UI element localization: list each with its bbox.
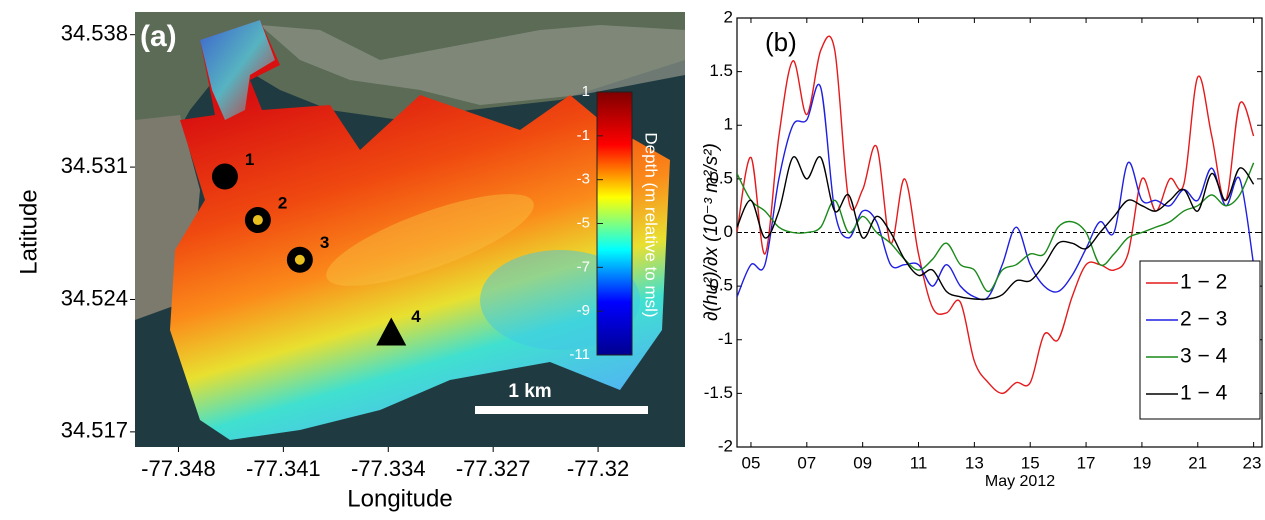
colorbar-label: Depth (m relative to msl) — [642, 132, 661, 317]
x-tick-label: 15 — [1021, 453, 1040, 472]
y-tick-label: 1.5 — [709, 61, 733, 80]
station-marker — [211, 163, 238, 190]
x-tick-label: 23 — [1243, 453, 1262, 472]
station-label: 4 — [411, 307, 421, 326]
legend-label: 3 − 4 — [1180, 345, 1228, 368]
scale-bar-label: 1 km — [508, 381, 551, 402]
panel-label: (b) — [765, 27, 797, 57]
shoal — [326, 194, 534, 286]
scale-bar — [475, 406, 648, 414]
colorbar-tick-label: -3 — [577, 171, 590, 188]
series-line — [737, 35, 1255, 395]
map-image — [135, 12, 685, 447]
map-island — [260, 25, 685, 105]
colorbar-tick-label: -5 — [577, 214, 590, 231]
channel — [200, 20, 275, 120]
legend-label: 1 − 4 — [1180, 382, 1228, 405]
y-tick-label: 2 — [724, 7, 733, 26]
x-tick-label: 05 — [742, 453, 761, 472]
x-tick-label: 13 — [965, 453, 984, 472]
x-tick-label: -77.348 — [141, 456, 216, 481]
station-label: 1 — [245, 150, 254, 169]
station-center — [252, 215, 263, 226]
x-tick-label: -77.341 — [246, 456, 321, 481]
station-marker — [376, 317, 407, 346]
colorbar-tick-label: -1 — [577, 127, 590, 144]
x-tick-label: 09 — [853, 453, 872, 472]
colorbar-tick-label: 1 — [582, 83, 590, 100]
station-label: 3 — [320, 233, 329, 252]
legend-label: 2 − 3 — [1180, 308, 1227, 331]
x-tick-label: -77.32 — [567, 456, 629, 481]
y-tick-label: 0.5 — [709, 276, 733, 295]
x-tick-label: 21 — [1188, 453, 1207, 472]
legend-box — [1139, 260, 1261, 420]
x-tick-label: -77.327 — [456, 456, 531, 481]
colorbar-tick-label: -11 — [569, 346, 590, 363]
series-line — [737, 83, 1255, 301]
panel-label: (a) — [140, 20, 177, 53]
y-tick-label: 34.517 — [61, 418, 128, 443]
x-tick-label: -77.334 — [351, 456, 426, 481]
station-center — [294, 254, 305, 265]
y-tick-label: 0.5 — [709, 168, 733, 187]
y-tick-label: -2 — [718, 436, 733, 455]
y-axis-label: ∂(hu²)/∂x (10⁻³ m²/s²) — [701, 143, 722, 321]
y-tick-label: 34.538 — [61, 21, 128, 46]
x-tick-label: 07 — [797, 453, 816, 472]
y-tick-label: 34.531 — [61, 153, 128, 178]
legend-label: 1 − 2 — [1180, 271, 1227, 294]
y-tick-label: -1.5 — [704, 383, 733, 402]
x-tick-label: 17 — [1077, 453, 1096, 472]
y-tick-label: 34.524 — [61, 285, 128, 310]
x-tick-label: 19 — [1132, 453, 1151, 472]
y-tick-label: 1 — [724, 115, 733, 134]
x-tick-label: 11 — [910, 453, 928, 472]
x-axis-label: Longitude — [347, 485, 452, 512]
colorbar-tick-label: -9 — [577, 302, 590, 319]
colorbar-tick-label: -7 — [577, 258, 590, 275]
y-axis-label: Latitude — [15, 189, 42, 274]
y-tick-label: -1 — [718, 329, 733, 348]
x-axis-label: May 2012 — [985, 473, 1055, 490]
station-label: 2 — [278, 194, 287, 213]
series-line — [737, 162, 1255, 293]
series-line — [737, 156, 1255, 301]
y-tick-label: 0 — [724, 222, 733, 241]
